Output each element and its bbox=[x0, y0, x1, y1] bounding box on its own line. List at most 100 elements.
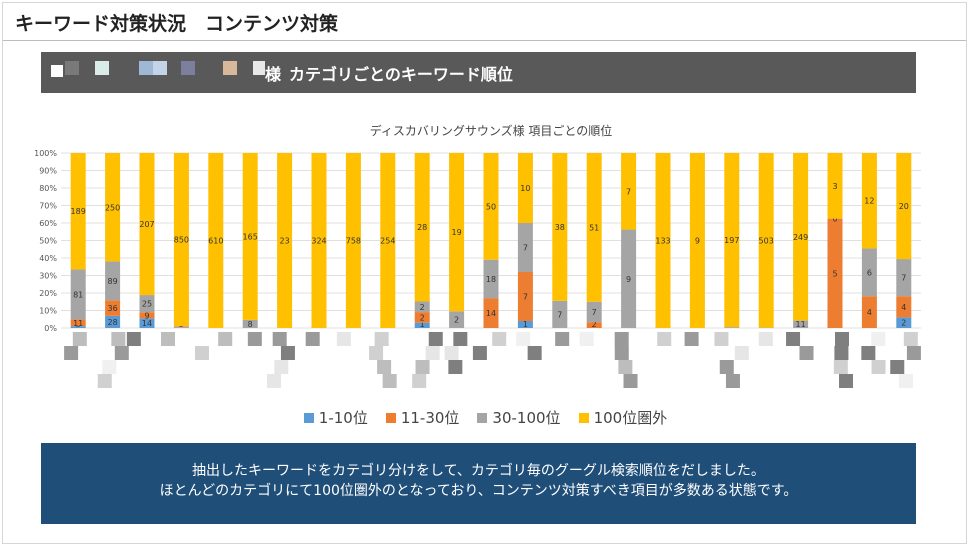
data-label: 36 bbox=[108, 304, 118, 313]
redacted-category-label bbox=[657, 332, 671, 346]
legend-entry: 1-10位 bbox=[304, 407, 368, 428]
data-label: 4 bbox=[901, 303, 906, 312]
redacted-category-label bbox=[111, 332, 125, 346]
data-label: 4 bbox=[867, 308, 872, 317]
redacted-category-label bbox=[555, 332, 569, 346]
redacted-category-label bbox=[899, 374, 913, 388]
data-label: 51 bbox=[589, 223, 599, 232]
data-label: 7 bbox=[592, 308, 597, 317]
data-label: 3 bbox=[832, 182, 837, 191]
section-header-bar: 様 カテゴリごとのキーワード順位 bbox=[41, 52, 916, 93]
data-label: 20 bbox=[899, 202, 909, 211]
legend-label: 1-10位 bbox=[319, 409, 368, 427]
data-label: 1 bbox=[523, 320, 528, 329]
data-label: 503 bbox=[759, 236, 774, 245]
data-label: 249 bbox=[793, 233, 808, 242]
redacted-category-label bbox=[218, 332, 232, 346]
redacted-category-label bbox=[759, 332, 773, 346]
redaction-square bbox=[153, 61, 167, 75]
legend-swatch bbox=[579, 413, 589, 423]
stacked-bar-chart: ディスカバリングサウンズ様 項目ごとの順位0%10%20%30%40%50%60… bbox=[31, 113, 931, 403]
redacted-category-label bbox=[528, 346, 542, 360]
y-tick-label: 60% bbox=[39, 219, 57, 228]
redacted-category-label bbox=[115, 346, 129, 360]
redacted-category-label bbox=[618, 360, 632, 374]
legend-swatch bbox=[304, 413, 314, 423]
data-label: 19 bbox=[452, 228, 462, 237]
redacted-category-label bbox=[383, 374, 397, 388]
section-prefix: 様 bbox=[265, 61, 281, 85]
redacted-category-label bbox=[735, 346, 749, 360]
summary-line-2: ほとんどのカテゴリにて100位圏外のとなっており、コンテンツ対策すべき項目が多数… bbox=[41, 481, 916, 501]
data-label: 9 bbox=[626, 275, 631, 284]
redacted-category-label bbox=[426, 346, 440, 360]
data-label: 2 bbox=[454, 316, 459, 325]
data-label: 7 bbox=[901, 274, 906, 283]
data-label: 11 bbox=[796, 320, 806, 329]
data-label: 7 bbox=[523, 244, 528, 253]
redacted-category-label bbox=[516, 332, 530, 346]
redacted-category-label bbox=[580, 332, 594, 346]
data-label: 189 bbox=[71, 207, 86, 216]
redacted-category-label bbox=[102, 360, 116, 374]
y-tick-label: 80% bbox=[39, 184, 57, 193]
data-label: 2 bbox=[420, 313, 425, 322]
redacted-category-label bbox=[267, 374, 281, 388]
redaction-square bbox=[139, 61, 153, 75]
redacted-category-label bbox=[337, 332, 351, 346]
redacted-category-label bbox=[453, 332, 467, 346]
data-label: 7 bbox=[557, 310, 562, 319]
data-label: 6 bbox=[867, 268, 872, 277]
redacted-category-label bbox=[904, 332, 918, 346]
redacted-category-label bbox=[871, 332, 885, 346]
data-label: 10 bbox=[520, 184, 530, 193]
data-label: 197 bbox=[724, 236, 739, 245]
legend-label: 11-30位 bbox=[401, 409, 460, 427]
redacted-category-label bbox=[714, 332, 728, 346]
summary-box: 抽出したキーワードをカテゴリ分けをして、カテゴリ毎のグーグル検索順位をだしました… bbox=[41, 443, 916, 524]
redaction-square bbox=[51, 65, 63, 77]
redacted-category-label bbox=[907, 346, 921, 360]
redacted-category-label bbox=[800, 346, 814, 360]
redacted-category-label bbox=[273, 332, 287, 346]
redacted-client-name bbox=[51, 61, 271, 83]
data-label: 11 bbox=[73, 319, 83, 328]
title-divider bbox=[3, 40, 966, 41]
data-label: 324 bbox=[311, 237, 326, 246]
redacted-category-label bbox=[834, 360, 848, 374]
data-label: 23 bbox=[280, 237, 290, 246]
data-label: 133 bbox=[655, 237, 670, 246]
data-label: 9 bbox=[695, 237, 700, 246]
redacted-category-label bbox=[64, 346, 78, 360]
y-tick-label: 30% bbox=[39, 272, 57, 281]
legend-label: 100位圏外 bbox=[594, 409, 668, 427]
y-tick-label: 0% bbox=[44, 324, 57, 333]
legend-swatch bbox=[386, 413, 396, 423]
redaction-square bbox=[181, 61, 195, 75]
data-label: 25 bbox=[142, 300, 152, 309]
data-label: 50 bbox=[486, 202, 496, 211]
data-label: 81 bbox=[73, 290, 83, 299]
redacted-category-label bbox=[834, 346, 848, 360]
redacted-category-label bbox=[375, 332, 389, 346]
data-label: 14 bbox=[142, 319, 152, 328]
y-tick-label: 70% bbox=[39, 202, 57, 211]
redacted-category-label bbox=[839, 374, 853, 388]
redacted-category-label bbox=[624, 374, 638, 388]
redacted-category-label bbox=[615, 346, 629, 360]
redacted-category-label bbox=[281, 346, 295, 360]
chart-title: ディスカバリングサウンズ様 項目ごとの順位 bbox=[370, 123, 613, 138]
data-label: 2 bbox=[420, 303, 425, 312]
y-tick-label: 50% bbox=[39, 237, 57, 246]
redacted-category-label bbox=[248, 332, 262, 346]
redacted-category-label bbox=[369, 346, 383, 360]
redacted-category-label bbox=[861, 346, 875, 360]
redacted-category-label bbox=[306, 332, 320, 346]
data-label: 89 bbox=[108, 277, 118, 286]
legend-entry: 100位圏外 bbox=[579, 407, 668, 428]
y-tick-label: 90% bbox=[39, 167, 57, 176]
redacted-category-label bbox=[416, 360, 430, 374]
data-label: 12 bbox=[864, 197, 874, 206]
